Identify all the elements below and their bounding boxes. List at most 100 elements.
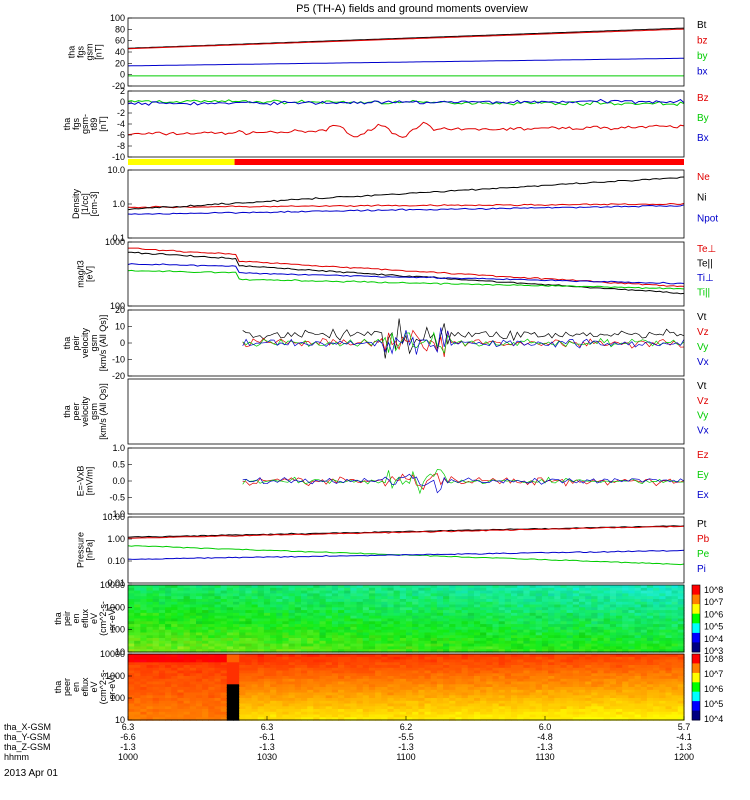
heatmap-cell xyxy=(189,681,197,685)
heatmap-cell xyxy=(609,670,617,674)
heatmap-cell xyxy=(282,670,290,674)
heatmap-cell xyxy=(196,659,203,663)
heatmap-cell xyxy=(622,687,629,691)
heatmap-cell xyxy=(177,692,185,696)
heatmap-cell xyxy=(677,703,685,707)
heatmap-cell xyxy=(350,654,358,658)
heatmap-cell xyxy=(177,709,185,713)
heatmap-cell xyxy=(344,596,351,600)
heatmap-cell xyxy=(548,593,555,597)
heatmap-cell xyxy=(486,599,494,603)
heatmap-cell xyxy=(263,689,271,694)
heatmap-cell xyxy=(560,698,568,702)
heatmap-cell xyxy=(177,643,185,647)
heatmap-cell xyxy=(628,649,636,653)
heatmap-cell xyxy=(313,681,321,685)
heatmap-cell xyxy=(412,621,419,625)
heatmap-cell xyxy=(307,604,314,608)
heatmap-cell xyxy=(399,656,407,661)
heatmap-cell xyxy=(226,678,234,683)
heatmap-cell xyxy=(282,678,290,683)
heatmap-cell xyxy=(362,654,370,658)
heatmap-cell xyxy=(511,629,518,634)
heatmap-cell xyxy=(196,649,203,653)
heatmap-cell xyxy=(616,714,623,718)
heatmap-cell xyxy=(214,681,222,685)
heatmap-cell xyxy=(263,711,271,716)
heatmap-cell xyxy=(350,714,358,718)
heatmap-cell xyxy=(344,624,351,628)
heatmap-cell xyxy=(412,687,419,691)
heatmap-cell xyxy=(282,615,290,620)
heatmap-cell xyxy=(233,667,240,672)
heatmap-cell xyxy=(208,635,216,639)
heatmap-cell xyxy=(381,711,389,716)
heatmap-cell xyxy=(301,667,308,672)
heatmap-cell xyxy=(338,703,345,707)
heatmap-cell xyxy=(350,709,358,713)
heatmap-cell xyxy=(276,599,284,603)
heatmap-cell xyxy=(443,640,450,645)
heatmap-cell xyxy=(239,711,246,716)
heatmap-cell xyxy=(251,692,259,696)
heatmap-cell xyxy=(541,684,549,688)
heatmap-cell xyxy=(541,635,549,639)
heatmap-cell xyxy=(128,585,135,589)
heatmap-cell xyxy=(294,700,302,705)
heatmap-cell xyxy=(368,612,376,617)
heatmap-cell xyxy=(418,649,426,653)
legend-label: Pe xyxy=(697,549,710,560)
heatmap-cell xyxy=(461,667,469,672)
heatmap-cell xyxy=(579,621,586,625)
heatmap-cell xyxy=(548,670,555,674)
heatmap-cell xyxy=(368,601,376,606)
heatmap-cell xyxy=(529,667,537,672)
heatmap-cell xyxy=(282,618,290,622)
heatmap-cell xyxy=(134,703,141,707)
heatmap-cell xyxy=(152,590,160,594)
heatmap-cell xyxy=(381,667,389,672)
heatmap-cell xyxy=(158,599,166,603)
heatmap-cell xyxy=(196,632,203,636)
heatmap-cell xyxy=(653,638,660,642)
heatmap-cell xyxy=(646,593,654,597)
heatmap-cell xyxy=(492,640,500,645)
y-axis-label: tha xyxy=(62,118,72,131)
heatmap-cell xyxy=(572,585,580,589)
series-line-Pi xyxy=(127,549,685,560)
heatmap-cell xyxy=(158,676,166,680)
heatmap-cell xyxy=(381,590,389,594)
heatmap-cell xyxy=(579,670,586,674)
heatmap-cell xyxy=(257,612,265,617)
heatmap-cell xyxy=(220,709,228,713)
heatmap-cell xyxy=(282,700,290,705)
heatmap-cell xyxy=(566,587,574,592)
heatmap-cell xyxy=(140,698,148,702)
heatmap-cell xyxy=(548,678,555,683)
heatmap-cell xyxy=(424,629,432,634)
heatmap-cell xyxy=(579,601,586,606)
heatmap-cell xyxy=(554,649,562,653)
heatmap-cell xyxy=(628,711,636,716)
heatmap-cell xyxy=(498,626,506,631)
heatmap-cell xyxy=(640,649,648,653)
heatmap-cell xyxy=(504,692,512,696)
heatmap-cell xyxy=(220,681,228,685)
heatmap-cell xyxy=(257,585,265,589)
heatmap-cell xyxy=(436,717,444,721)
heatmap-cell xyxy=(591,587,599,592)
heatmap-cell xyxy=(288,676,296,680)
heatmap-cell xyxy=(313,610,321,614)
heatmap-cell xyxy=(591,612,599,617)
heatmap-cell xyxy=(455,599,463,603)
heatmap-cell xyxy=(591,585,599,589)
heatmap-cell xyxy=(591,590,599,594)
heatmap-cell xyxy=(424,681,432,685)
heatmap-cell xyxy=(412,700,419,705)
heatmap-cell xyxy=(177,706,185,710)
heatmap-cell xyxy=(480,624,487,628)
heatmap-cell xyxy=(659,587,667,592)
heatmap-cell xyxy=(165,615,172,620)
heatmap-cell xyxy=(634,621,642,625)
heatmap-cell xyxy=(455,635,463,639)
